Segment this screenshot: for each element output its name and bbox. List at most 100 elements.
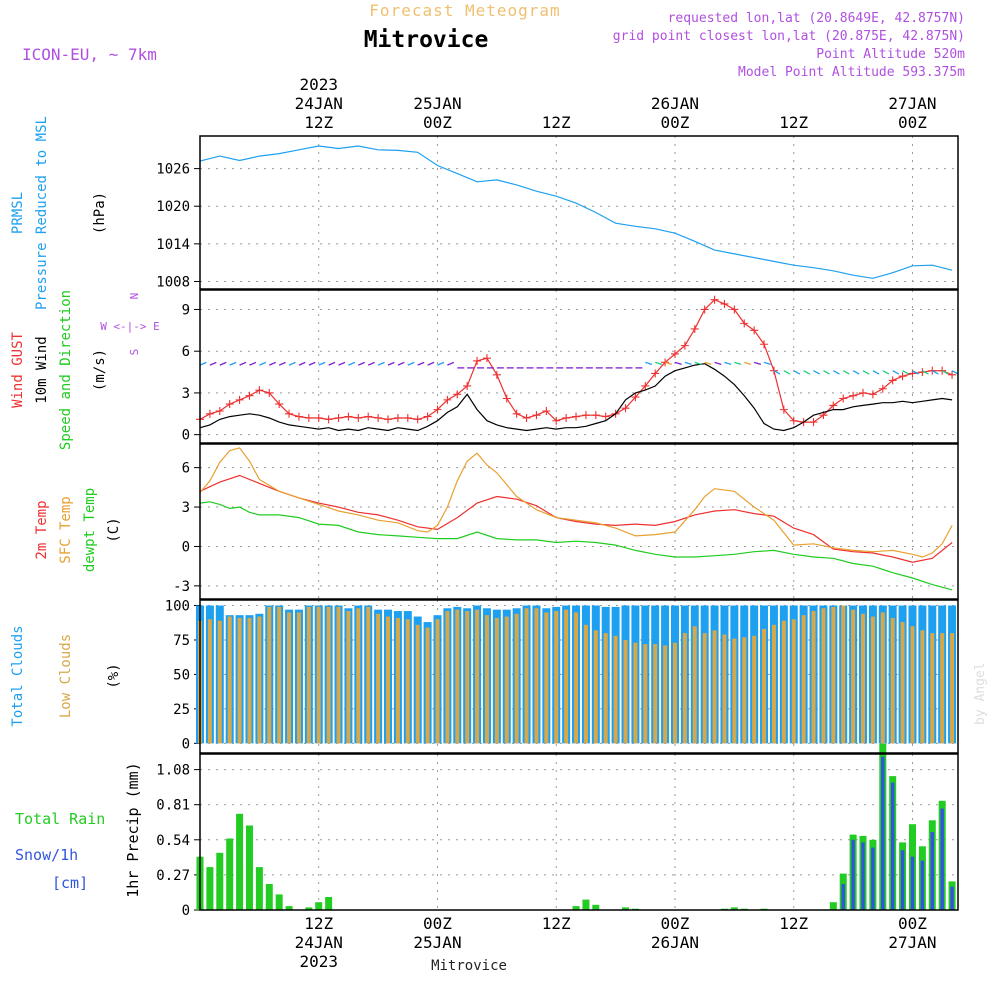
dewpt-label: dewpt Temp	[82, 488, 98, 572]
gust-marker	[245, 391, 254, 400]
bar-low-clouds	[821, 608, 826, 744]
bar-low-clouds	[425, 627, 430, 744]
gust-marker	[215, 407, 224, 416]
bar-low-clouds	[435, 619, 440, 744]
gust-marker	[641, 381, 650, 390]
wind-direction-arrow	[259, 361, 267, 366]
y-tick-label: 3	[182, 500, 190, 516]
y-tick-label: 0	[182, 428, 190, 444]
bar-total-rain	[265, 884, 273, 910]
gust-marker	[839, 394, 848, 403]
bar-low-clouds	[593, 630, 598, 744]
compass-south: S	[128, 349, 141, 356]
bar-low-clouds	[880, 612, 885, 744]
gust-marker	[255, 386, 264, 395]
bar-low-clouds	[356, 608, 361, 744]
bar-low-clouds	[326, 606, 331, 744]
bar-low-clouds	[237, 617, 242, 744]
gust-marker	[374, 413, 383, 422]
compass-axis: W <-|-> E	[100, 320, 160, 333]
wind-direction-arrow	[823, 370, 830, 375]
bar-low-clouds	[386, 616, 391, 744]
wind-direction-arrow	[753, 361, 762, 366]
series-line-dewpt-temp	[199, 501, 953, 591]
snow-label: Snow/1h	[15, 846, 78, 864]
bar-low-clouds	[554, 611, 559, 744]
wind-direction-arrow	[308, 361, 316, 366]
wind-direction-arrow	[852, 370, 860, 375]
gust-marker	[423, 412, 432, 421]
y-tick-label: 1.08	[156, 763, 190, 779]
time-label-top: 2023	[299, 75, 338, 94]
y-tick-label: 100	[165, 599, 190, 615]
bar-snow-1h	[940, 808, 944, 910]
wind-direction-arrow	[724, 361, 732, 366]
wind-direction-arrow	[377, 361, 385, 366]
gust-marker	[235, 395, 244, 404]
bar-snow-1h	[861, 842, 865, 910]
bar-low-clouds	[791, 619, 796, 744]
y-tick-label: 1014	[156, 237, 190, 253]
wind-direction-arrow	[912, 370, 919, 375]
wind-direction-arrow	[437, 361, 445, 366]
bar-snow-1h	[920, 860, 925, 910]
bar-low-clouds	[405, 619, 410, 744]
requested-coords: requested lon,lat (20.8649E, 42.8757N)	[668, 11, 965, 26]
time-label-top: 00Z	[898, 113, 927, 132]
bar-low-clouds	[445, 611, 450, 744]
wind-direction-arrow	[793, 370, 801, 375]
bar-low-clouds	[395, 617, 400, 744]
wind-direction-arrow	[951, 370, 959, 375]
wind-direction-arrow	[417, 361, 425, 366]
gust-marker	[908, 369, 917, 378]
sfctemp-label: SFC Temp	[58, 496, 74, 563]
panel-frame-temperature	[199, 443, 959, 600]
bar-low-clouds	[950, 633, 955, 744]
gust-marker	[532, 411, 541, 420]
wind-direction-arrow	[298, 361, 306, 366]
gust-marker	[413, 415, 422, 424]
wind-direction-arrow	[427, 361, 435, 366]
bar-snow-1h	[871, 847, 875, 910]
gust-marker	[492, 370, 501, 379]
wind-direction-arrow	[694, 361, 702, 366]
series-line-wind-gust	[199, 298, 953, 423]
bar-total-rain	[582, 899, 590, 910]
model-altitude: Model Point Altitude 593.375m	[738, 65, 965, 80]
y-tick-label: 0.54	[156, 833, 190, 849]
bar-total-rain	[206, 867, 214, 910]
time-label-top: 12Z	[304, 113, 333, 132]
gust-marker	[552, 416, 561, 425]
bar-snow-1h	[881, 756, 885, 910]
bar-low-clouds	[603, 633, 608, 744]
total-clouds-label: Total Clouds	[10, 625, 26, 726]
low-clouds-label: Low Clouds	[58, 634, 74, 718]
bar-low-clouds	[712, 630, 717, 744]
pressure-unit: (hPa)	[92, 192, 108, 234]
wind-direction-arrow	[318, 361, 326, 366]
wind-direction-arrow	[664, 361, 672, 366]
gust-marker	[581, 411, 590, 420]
gust-marker	[354, 413, 363, 422]
gust-marker	[720, 299, 729, 308]
bar-total-rain	[216, 852, 224, 910]
bar-low-clouds	[672, 642, 677, 744]
time-label-bottom: 2023	[299, 952, 338, 971]
wind-direction-arrow	[645, 361, 653, 366]
bar-low-clouds	[534, 608, 539, 744]
time-label-bottom: 00Z	[661, 914, 690, 933]
compass-north: N	[128, 293, 141, 300]
series-line-10m-wind	[199, 363, 953, 432]
panel-frame-clouds	[199, 599, 959, 754]
bar-low-clouds	[574, 612, 579, 744]
bar-low-clouds	[583, 624, 588, 744]
bar-low-clouds	[514, 613, 519, 744]
wind-direction-arrow	[269, 361, 276, 366]
wind-direction-arrow	[278, 361, 286, 366]
bar-low-clouds	[752, 635, 757, 744]
bar-low-clouds	[257, 616, 262, 744]
wind-direction-arrow	[773, 370, 781, 375]
gust-marker	[572, 412, 581, 421]
gust-marker	[789, 416, 798, 425]
